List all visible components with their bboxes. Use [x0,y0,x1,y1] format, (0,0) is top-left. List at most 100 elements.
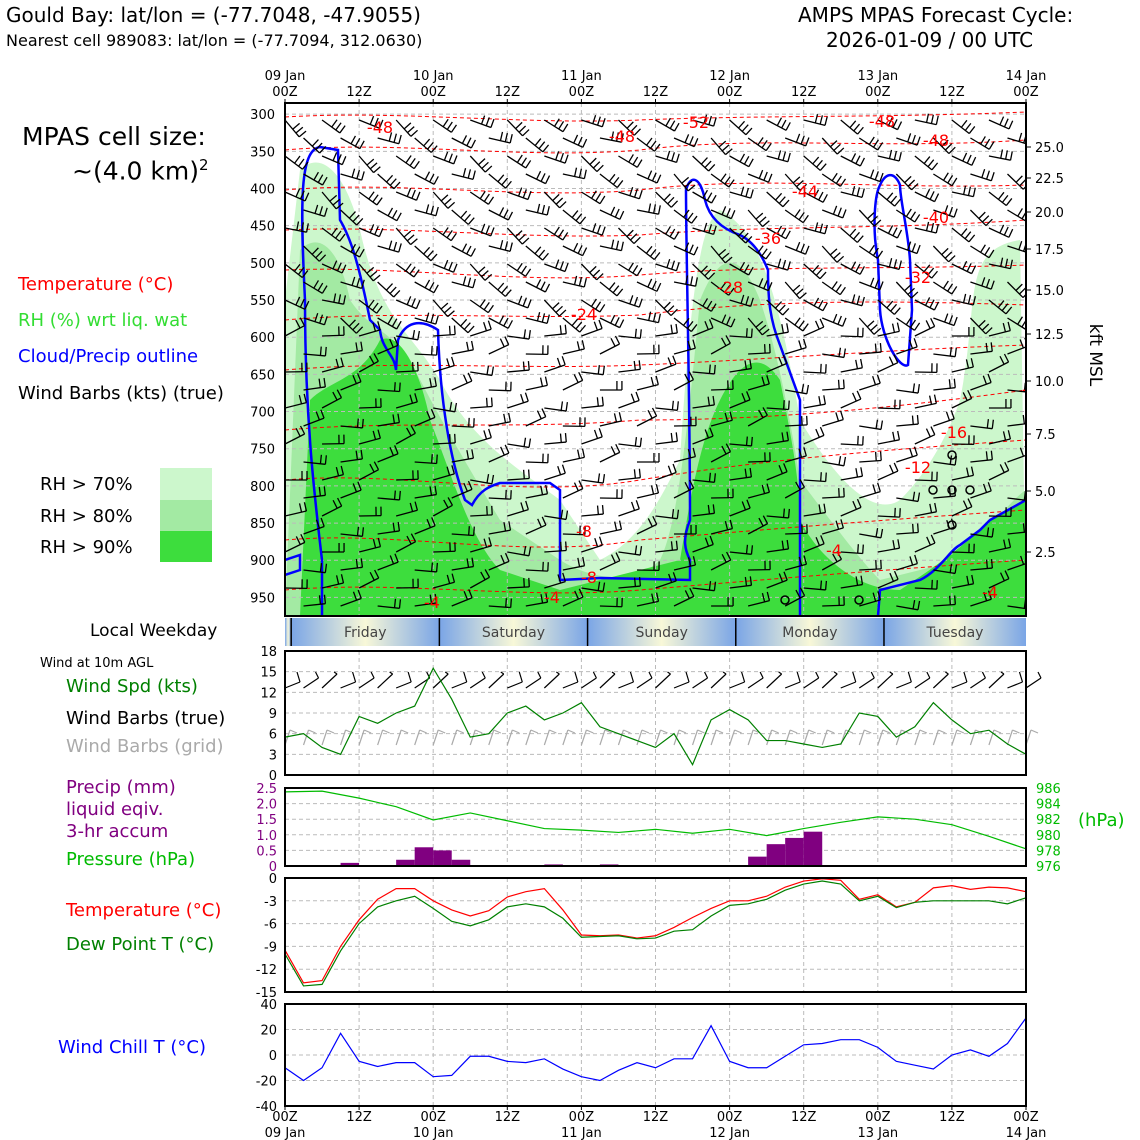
wind-barb [618,391,640,409]
wind-barb [951,574,975,589]
height-tick-label: 17.5 [1035,243,1064,258]
wind-barb [358,569,380,589]
wind-barb [581,473,606,484]
wind-barb-10m-true [896,671,912,689]
wind-barb-10m-true [1007,671,1024,689]
height-tick-label: 15.0 [1035,284,1064,299]
wind-barb [451,557,475,571]
wind-barb [636,484,660,499]
wind-barb-10m-grid [451,729,464,746]
wind-barb [303,377,326,391]
wind-barb [655,299,678,317]
wind-barb [303,280,328,294]
wind-barb [451,243,476,257]
wind-barb [562,167,587,180]
wind-barb [951,498,973,517]
wind-barb [562,525,586,536]
wind-barb [599,520,623,535]
wind-barb [896,338,918,355]
wind-barb [970,482,992,499]
pressure-tick-label: 976 [1036,860,1061,875]
wind-barb [525,279,551,293]
wind-barb [321,119,346,134]
wind-barb-10m-grid [858,729,872,746]
calm-circles [780,450,975,605]
top-axis-hour: 12Z [643,85,669,100]
wind-barb-10m-true [803,671,820,689]
wind-barb [451,135,476,149]
wind-barb-10m-grid [895,729,909,746]
bottom-axis-hour: 12Z [643,1110,669,1125]
panel-ytick-label: -40 [256,1100,277,1115]
wind-barb [840,575,864,589]
wind-barb [414,245,438,262]
wind-barb [729,153,754,168]
wind-barb [896,415,919,427]
bottom-axis-hour: 00Z [420,1110,446,1125]
rh-level-90-label: RH > 90% [40,537,133,558]
wind-barb [377,445,399,463]
wind-barb [507,295,532,309]
wind-barb-10m-grid [636,729,650,746]
wind-barb [544,151,569,164]
wind-barb [859,559,882,571]
pressure-tick-label: 700 [250,406,275,421]
top-axis-day: 11 Jan [561,69,602,84]
wind-barb [340,276,365,290]
wind-barb [562,588,584,607]
wind-barb [377,598,402,609]
wind-barb-10m-true [747,671,764,689]
wind-barb [785,524,808,535]
bottom-axis-day: 11 Jan [561,1126,602,1140]
wind-barb [321,227,346,242]
wind-barb [803,114,828,126]
wind-barb [673,134,699,148]
wind-barb [729,261,754,276]
legend-wind-chill: Wind Chill T (°C) [58,1037,206,1058]
wind-barb [858,209,882,227]
wind-barb [358,321,381,337]
wind-barb [988,430,1012,445]
wind-barb [562,209,587,225]
wind-barb [970,590,992,607]
wind-barb [784,317,809,332]
wind-barb [562,134,588,148]
wind-barb [581,428,603,445]
wind-barb [525,453,549,464]
wind-barb [803,263,827,280]
wind-barb [636,245,661,261]
wind-barb [599,335,621,355]
top-axis-hour: 00Z [1013,85,1039,100]
wind-barb [710,137,733,156]
wind-barb [599,597,623,608]
wind-barb [414,171,439,185]
wind-barb [914,471,938,482]
wind-barb-10m-true [377,671,394,689]
precip-bar [396,859,415,866]
wind-barb [617,227,641,245]
wind-barb [433,465,455,481]
wind-barb [784,241,810,255]
wind-barb [970,527,995,538]
wind-barb-10m-true [655,671,671,689]
dewpoint-line [284,880,1027,987]
wind-barb [507,577,530,589]
wind-barb [766,400,790,411]
pressure-tick-label: 986 [1036,782,1061,797]
wind-barb [951,358,974,373]
height-axis: 25.0 22.5 20.0 17.5 15.0 12.5 10.0 7.5 5.0 2.5 [1026,141,1064,561]
wind-barb [414,454,438,465]
wind-barb [303,137,327,154]
wind-barb [414,408,436,427]
wind-barb [470,473,495,485]
temp-contour-label: -28 [717,278,743,297]
wind-barb [414,485,438,499]
wind-barb [951,543,975,554]
wind-barb [951,435,975,446]
rh-swatch-70 [160,468,212,500]
wind-barb [729,436,753,447]
legend-wind-barbs-grid: Wind Barbs (grid) [66,736,224,757]
wind-barb [766,463,788,481]
wind-barb [321,293,347,305]
wind-barb [377,521,401,535]
